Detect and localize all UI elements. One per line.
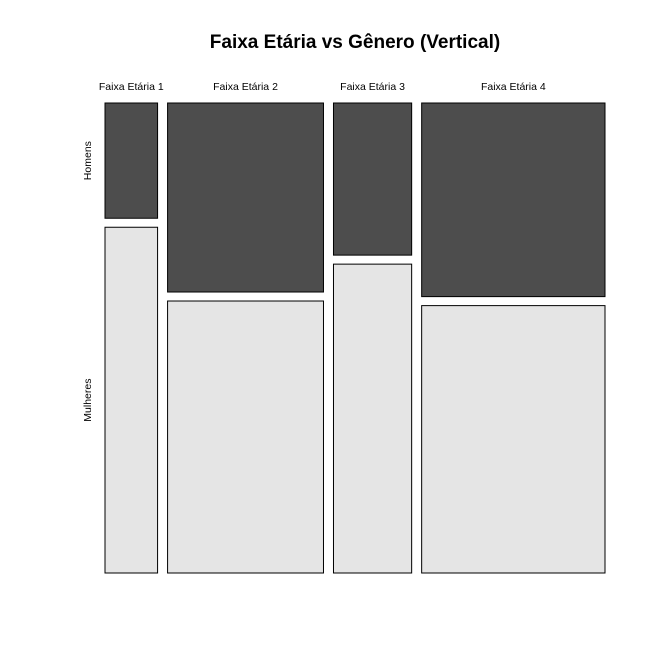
column-labels: Faixa Etária 1 Faixa Etária 2 Faixa Etária… — [99, 81, 546, 93]
tile-4-homens — [421, 102, 606, 298]
tile-3-mulheres — [332, 263, 413, 574]
column-label: Faixa Etária 2 — [213, 81, 278, 93]
tile-2-mulheres — [167, 300, 324, 574]
mosaic-tiles — [104, 102, 606, 574]
column-label: Faixa Etária 4 — [481, 81, 546, 93]
tile-3-homens — [332, 102, 413, 256]
column-label: Faixa Etária 3 — [340, 81, 405, 93]
tile-1-mulheres — [104, 226, 159, 574]
tile-4-mulheres — [421, 305, 606, 574]
row-label-mulheres: Mulheres — [82, 379, 94, 422]
row-labels: Homens Mulheres — [82, 141, 94, 422]
tile-1-homens — [104, 102, 159, 219]
row-label-homens: Homens — [82, 141, 94, 180]
column-label: Faixa Etária 1 — [99, 81, 164, 93]
tile-2-homens — [167, 102, 324, 293]
chart-title: Faixa Etária vs Gênero (Vertical) — [210, 32, 500, 53]
